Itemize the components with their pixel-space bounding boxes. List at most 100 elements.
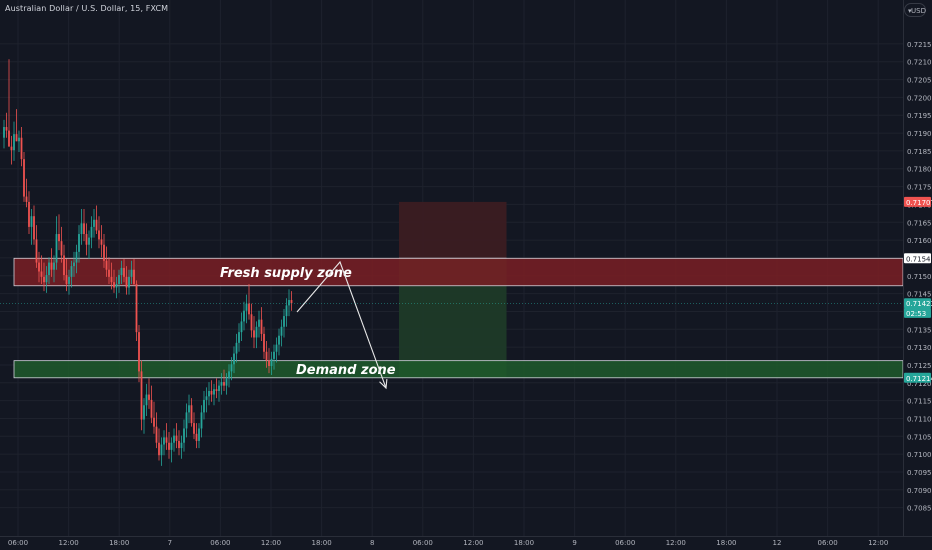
candle-body xyxy=(78,234,80,252)
target-price-badge xyxy=(904,372,931,383)
candle-body xyxy=(235,342,238,354)
candle-body xyxy=(205,396,208,400)
candle-body xyxy=(148,394,150,400)
candle-body xyxy=(140,371,143,420)
stop-price-label: 0.71707 xyxy=(906,199,932,207)
candle-body xyxy=(250,314,253,331)
candle-body xyxy=(73,262,75,267)
candle-body xyxy=(28,201,30,227)
candlestick-series xyxy=(3,59,293,466)
candle-body xyxy=(38,262,40,272)
candle-body xyxy=(170,442,173,450)
candle-body xyxy=(110,276,113,283)
candle-body xyxy=(18,137,20,142)
candle-body xyxy=(173,435,175,443)
last-price-badge xyxy=(904,298,931,309)
candle-body xyxy=(240,321,243,333)
candle-body xyxy=(233,353,235,365)
candle-body xyxy=(238,332,240,343)
candle-body xyxy=(45,275,48,283)
candle-body xyxy=(83,223,85,235)
candle-body xyxy=(138,332,140,372)
candle-body xyxy=(290,300,293,304)
supply-zone xyxy=(13,257,904,287)
countdown-badge xyxy=(904,307,931,318)
candle-body xyxy=(88,237,90,245)
candle-body xyxy=(263,333,265,352)
zone-rectangles[interactable]: Fresh supply zone Demand zone xyxy=(13,257,904,378)
candle-body xyxy=(203,399,205,413)
arrow-path-drawing[interactable] xyxy=(296,260,388,390)
candle-body xyxy=(105,260,108,270)
candle-body xyxy=(143,405,145,420)
candle-body xyxy=(258,319,260,327)
candle-body xyxy=(168,442,170,450)
candle-body xyxy=(8,130,10,147)
candle-body xyxy=(95,219,98,231)
candle-body xyxy=(253,330,255,338)
candle-body xyxy=(155,426,158,443)
arrow-line xyxy=(296,260,387,389)
candle-body xyxy=(58,234,60,242)
supply-top-price-badge xyxy=(904,253,931,264)
candle-body xyxy=(48,262,50,276)
candle-body xyxy=(3,127,5,138)
time-tick-label: 12:00 xyxy=(868,539,888,547)
target-price-label: 0.71214 xyxy=(906,375,932,383)
candle-body xyxy=(273,351,275,359)
candle-body xyxy=(213,389,215,395)
time-tick-label: 18:00 xyxy=(312,539,332,547)
candle-body xyxy=(120,267,123,276)
short-position-tool[interactable] xyxy=(399,201,507,378)
candle-body xyxy=(288,300,290,306)
stop-loss-area xyxy=(399,201,507,259)
price-axis-background xyxy=(903,0,932,550)
candle-body xyxy=(248,303,250,315)
currency-selector[interactable]: ▾ USD xyxy=(904,3,926,17)
time-tick-label: 06:00 xyxy=(413,539,433,547)
time-tick-label: 06:00 xyxy=(615,539,635,547)
candle-body xyxy=(255,326,258,338)
candle-body xyxy=(70,266,73,277)
candle-body xyxy=(123,267,125,277)
last-price-label: 0.71423 xyxy=(906,300,932,308)
candle-body xyxy=(178,440,180,449)
candle-body xyxy=(198,428,200,441)
candle-body xyxy=(215,389,218,391)
candle-body xyxy=(193,423,195,434)
candle-body xyxy=(223,382,225,386)
candle-body xyxy=(80,223,83,235)
candle-body xyxy=(195,433,198,441)
candle-body xyxy=(285,305,288,317)
candle-body xyxy=(183,428,185,443)
time-tick-label: 18:00 xyxy=(109,539,129,547)
candle-body xyxy=(40,271,43,277)
candle-body xyxy=(268,360,270,367)
candle-body xyxy=(243,310,245,322)
candle-body xyxy=(23,159,25,197)
candle-body xyxy=(118,275,120,284)
time-tick-label: 12 xyxy=(773,539,782,547)
candle-body xyxy=(260,319,263,334)
candle-body xyxy=(50,262,53,270)
candle-body xyxy=(175,435,178,441)
time-tick-label: 12:00 xyxy=(463,539,483,547)
candle-body xyxy=(245,303,248,311)
candle-body xyxy=(185,412,188,429)
candle-body xyxy=(220,382,223,386)
candle-body xyxy=(188,405,190,413)
candle-body xyxy=(265,351,268,361)
